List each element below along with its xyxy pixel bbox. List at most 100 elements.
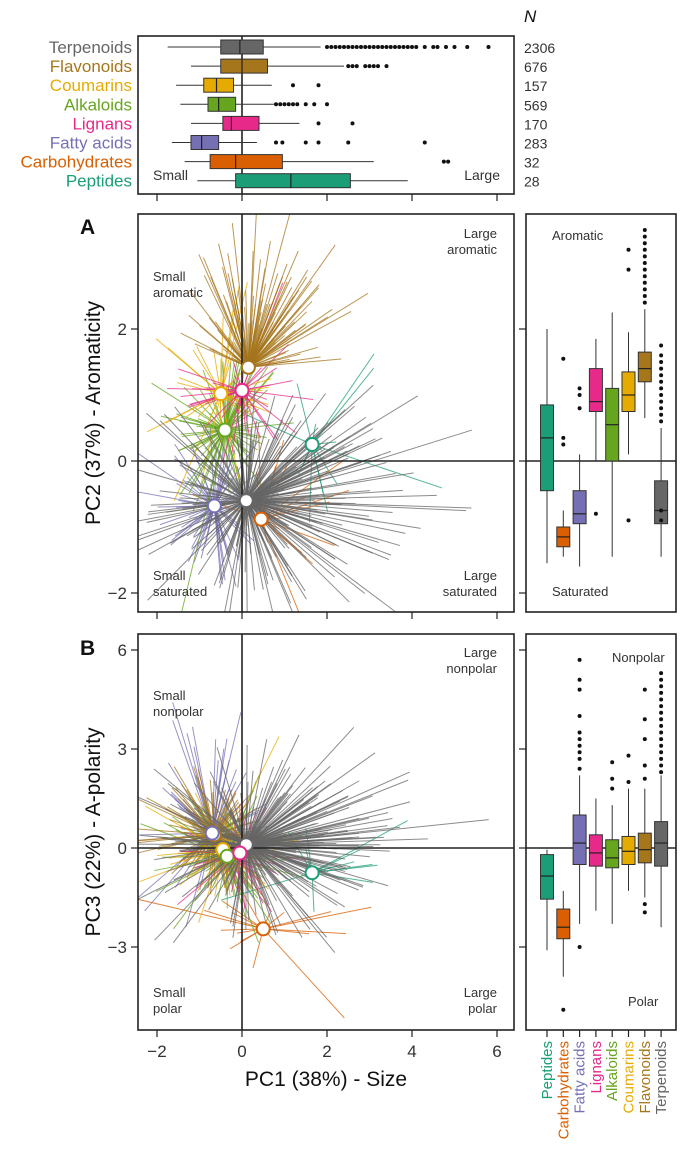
a-ray-terpenoids bbox=[138, 469, 247, 502]
panel-a-rays bbox=[138, 214, 473, 612]
a-side-outlier-flavonoids bbox=[642, 254, 647, 259]
a-ray-fatty-acids bbox=[174, 505, 215, 537]
a-ray-coumarins bbox=[220, 393, 272, 414]
a-ray-flavonoids bbox=[248, 360, 294, 368]
a-ray-terpenoids bbox=[245, 438, 270, 501]
a-side-outlier-carbohydrates bbox=[561, 442, 566, 447]
a-ray-terpenoids bbox=[246, 472, 396, 502]
b-ytick-label: −3 bbox=[108, 938, 127, 957]
top-outlier-alkaloids bbox=[282, 102, 287, 107]
a-ray-terpenoids bbox=[245, 431, 298, 501]
panel-a-centroids bbox=[206, 359, 320, 527]
a-ray-flavonoids bbox=[248, 358, 342, 368]
a-ray-terpenoids bbox=[246, 500, 401, 547]
b-ray-terpenoids bbox=[246, 807, 350, 846]
a-centroid-alkaloids bbox=[217, 422, 233, 438]
xtick-label: 0 bbox=[237, 1042, 246, 1061]
top-boxplot-panel: TerpenoidsFlavonoidsCoumarinsAlkaloidsLi… bbox=[20, 7, 555, 195]
a-side-box-peptides bbox=[540, 404, 554, 492]
a-ray-terpenoids bbox=[138, 500, 247, 537]
top-outlier-flavonoids bbox=[384, 64, 389, 69]
panel-b-rays bbox=[138, 702, 489, 1019]
top-outlier-carbohydrates bbox=[441, 159, 446, 164]
a-ray-terpenoids bbox=[246, 500, 392, 556]
top-outlier-terpenoids bbox=[346, 45, 351, 49]
top-outlier-alkaloids bbox=[312, 102, 317, 107]
a-corner-bl-1: Small bbox=[153, 568, 186, 583]
top-count-fatty-acids: 283 bbox=[524, 136, 548, 152]
a-ray-flavonoids bbox=[248, 335, 285, 368]
a-side-outlier-terpenoids bbox=[659, 508, 664, 513]
a-side-box-lignans bbox=[588, 368, 603, 413]
top-outlier-terpenoids bbox=[452, 45, 457, 49]
top-outlier-terpenoids bbox=[333, 45, 338, 49]
xtick-label: 4 bbox=[407, 1042, 416, 1061]
b-ray-terpenoids bbox=[245, 734, 300, 845]
a-centroid-fatty-acids bbox=[206, 498, 222, 514]
top-count-lignans: 170 bbox=[524, 116, 548, 132]
side-label-coumarins: Coumarins bbox=[621, 1041, 638, 1114]
b-side-outlier-terpenoids bbox=[659, 730, 664, 735]
a-ray-terpenoids bbox=[138, 500, 247, 551]
top-outlier-carbohydrates bbox=[446, 159, 451, 164]
a-ray-terpenoids bbox=[246, 500, 406, 534]
a-corner-bl-2: saturated bbox=[153, 584, 207, 599]
panel-a-yticks: −2 0 2 bbox=[108, 320, 138, 603]
top-outlier-alkaloids bbox=[291, 102, 295, 107]
a-side-outlier-fatty-acids bbox=[577, 386, 582, 391]
b-ray-peptides bbox=[312, 872, 373, 883]
top-count-coumarins: 157 bbox=[524, 78, 548, 94]
a-side-outlier-coumarins bbox=[626, 518, 631, 523]
a-side-outlier-flavonoids bbox=[642, 274, 647, 279]
a-side-box-coumarins bbox=[621, 371, 636, 412]
top-box-carbohydrates bbox=[209, 154, 283, 170]
a-ray-terpenoids bbox=[245, 500, 248, 612]
a-corner-tr-2: aromatic bbox=[447, 242, 497, 257]
a-ray-coumarins bbox=[176, 382, 221, 395]
b-ray-terpenoids bbox=[246, 801, 411, 846]
a-corner-br-1: Large bbox=[464, 568, 497, 583]
b-corner-br-2: polar bbox=[468, 1001, 498, 1016]
side-label-fatty-acids: Fatty acids bbox=[572, 1041, 589, 1114]
top-count-alkaloids: 569 bbox=[524, 97, 548, 113]
a-side-outlier-terpenoids bbox=[659, 399, 664, 404]
b-ray-terpenoids bbox=[245, 844, 311, 930]
b-ray-terpenoids bbox=[245, 765, 331, 846]
b-ytick-label: 3 bbox=[118, 740, 127, 759]
b-side-outlier-fatty-acids bbox=[577, 737, 582, 742]
b-corner-bl-2: polar bbox=[153, 1001, 183, 1016]
a-ray-lignans bbox=[241, 389, 314, 400]
b-ray-terpenoids bbox=[153, 768, 247, 846]
a-ray-terpenoids bbox=[246, 500, 299, 515]
a-ray-terpenoids bbox=[214, 462, 247, 501]
a-side-box-fatty-acids bbox=[572, 490, 587, 525]
b-ray-terpenoids bbox=[245, 844, 270, 906]
a-side-outlier-coumarins bbox=[626, 247, 631, 252]
side-label-peptides: Peptides bbox=[539, 1041, 556, 1099]
a-side-outlier-flavonoids bbox=[642, 241, 647, 246]
b-ray-flavonoids bbox=[180, 783, 215, 836]
a-ray-terpenoids bbox=[245, 500, 269, 576]
a-ray-fatty-acids bbox=[174, 455, 215, 507]
a-ray-coumarins bbox=[155, 338, 222, 395]
b-ray-terpenoids bbox=[246, 831, 329, 846]
a-ray-terpenoids bbox=[246, 500, 379, 543]
b-ray-terpenoids bbox=[232, 844, 247, 938]
panel-a-frame bbox=[137, 213, 515, 613]
panel-a-side: Aromatic Saturated bbox=[519, 213, 677, 613]
top-panel-frame bbox=[137, 35, 515, 195]
b-ray-carbohydrates bbox=[263, 928, 310, 935]
b-ray-terpenoids bbox=[245, 759, 284, 845]
b-ray-terpenoids bbox=[246, 838, 428, 846]
a-ray-terpenoids bbox=[146, 412, 247, 501]
a-side-top-label: Aromatic bbox=[552, 228, 604, 243]
top-outlier-flavonoids bbox=[363, 64, 368, 69]
top-outlier-terpenoids bbox=[405, 45, 410, 49]
b-ray-carbohydrates bbox=[262, 928, 345, 1019]
panel-b-xticks: −2 0 2 4 6 bbox=[147, 194, 502, 1061]
a-ray-terpenoids bbox=[245, 500, 264, 590]
a-ray-terpenoids bbox=[245, 500, 396, 612]
top-outlier-terpenoids bbox=[325, 45, 329, 49]
side-label-lignans: Lignans bbox=[588, 1041, 605, 1094]
